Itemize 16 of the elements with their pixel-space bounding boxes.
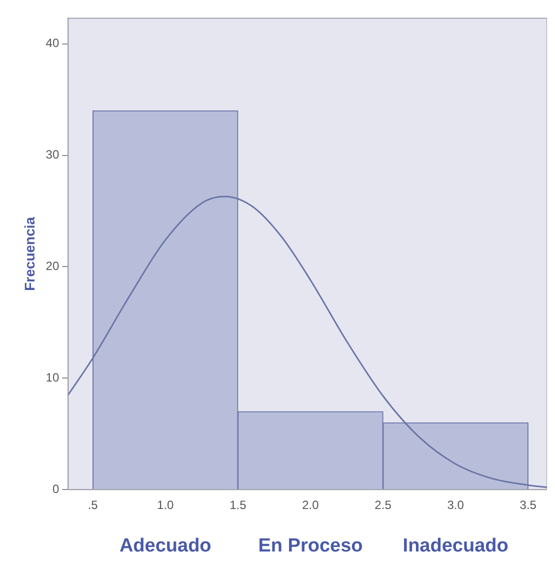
x-tick-label: 2.0 (302, 498, 320, 512)
x-tick-label: 2.5 (374, 498, 392, 512)
text: Adecuado (119, 536, 212, 557)
x-tick-label: 3.0 (447, 498, 464, 512)
x-tick-label: 1.5 (230, 498, 247, 512)
text: Inadecuado (402, 536, 508, 557)
y-tick-label: 40 (46, 36, 60, 50)
y-tick-label: 30 (46, 148, 60, 162)
x-tick-label: 3.5 (520, 498, 537, 512)
y-tick-label: 10 (46, 370, 60, 384)
text: En Proceso (258, 536, 363, 557)
x-tick-label: 1.0 (157, 498, 174, 512)
x-tick-label: .5 (88, 498, 98, 512)
y-axis-title: Frecuencia (21, 216, 38, 291)
y-tick-label: 0 (52, 482, 60, 496)
y-tick-label: 20 (46, 259, 60, 274)
